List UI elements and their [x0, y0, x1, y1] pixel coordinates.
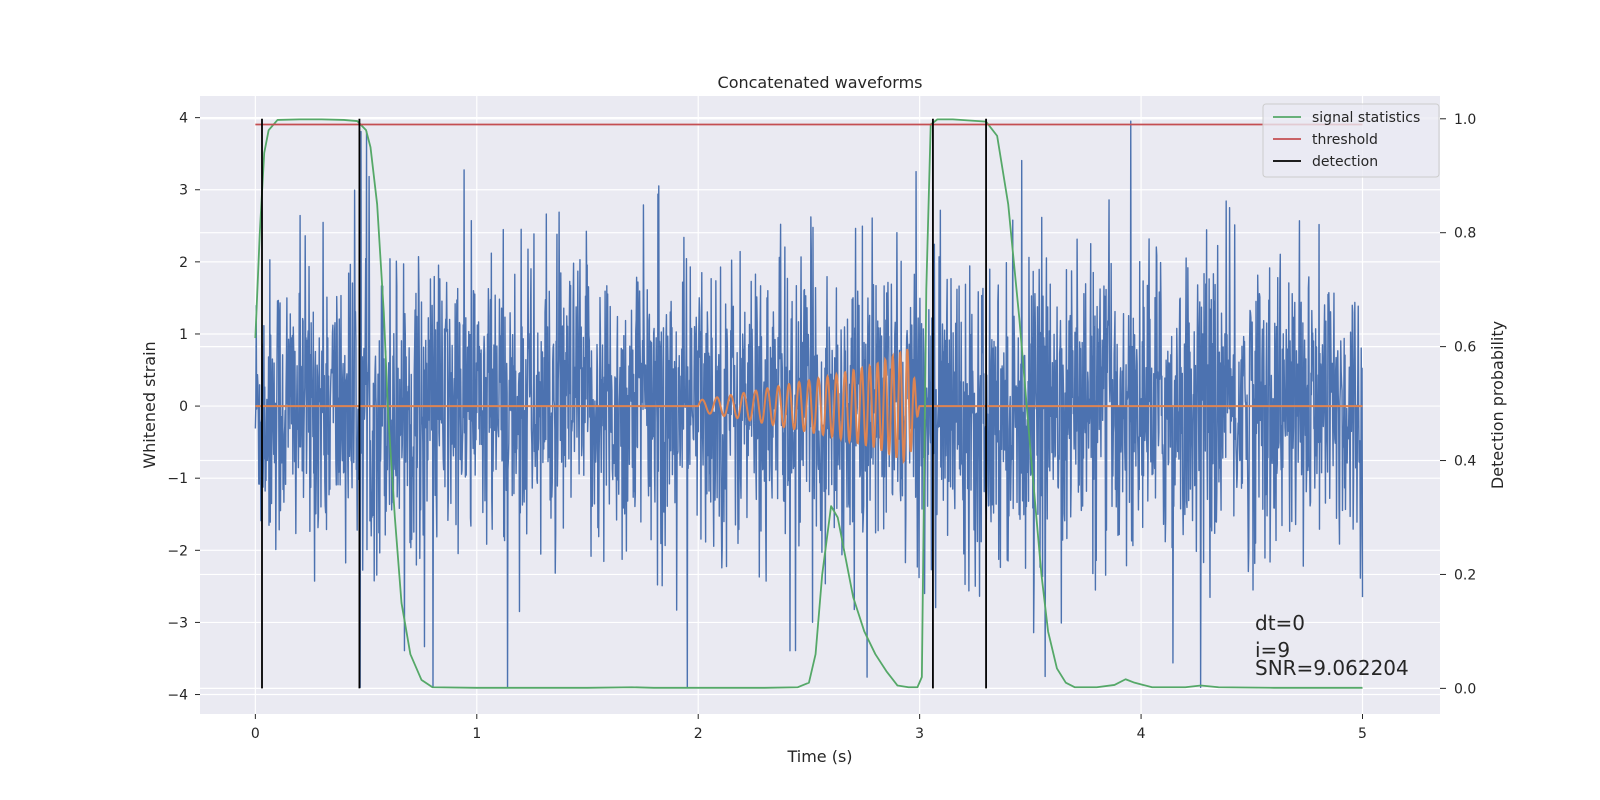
x-tick-label: 5	[1358, 726, 1367, 742]
signal-statistics-series	[254, 118, 1363, 689]
y-axis-ticks: 4 3 2 1 0 −1 −2 −3 −4	[167, 111, 200, 704]
right-y-axis-ticks: 1.0 0.8 0.6 0.4 0.2 0.0	[1440, 112, 1476, 697]
annotation-index: i=9	[1255, 638, 1290, 662]
y-tick-label: 0	[179, 399, 188, 415]
legend: signal statistics threshold detection	[1262, 103, 1440, 178]
y2-tick-label: 0.6	[1454, 340, 1476, 356]
x-tick-label: 1	[472, 726, 481, 742]
y-tick-label: −1	[167, 471, 188, 487]
x-tick-label: 2	[694, 726, 703, 742]
annotation-dt: dt=0	[1255, 611, 1305, 635]
y2-tick-label: 1.0	[1454, 112, 1476, 128]
detection-series	[261, 118, 987, 689]
y-tick-label: 4	[179, 111, 188, 127]
injected-signal-line	[255, 348, 1363, 465]
x-tick-label: 3	[915, 726, 924, 742]
y-tick-label: −2	[167, 543, 188, 559]
y2-tick-label: 0.0	[1454, 681, 1476, 697]
legend-box	[1262, 103, 1440, 178]
x-axis-label: Time (s)	[786, 747, 852, 766]
legend-label-detection: detection	[1312, 154, 1378, 170]
signal-statistics-line	[254, 118, 1363, 689]
legend-label-signal-statistics: signal statistics	[1312, 110, 1420, 126]
y-tick-label: −4	[167, 688, 188, 704]
x-tick-label: 4	[1137, 726, 1146, 742]
y2-tick-label: 0.2	[1454, 567, 1476, 583]
chart-title: Concatenated waveforms	[718, 73, 923, 92]
legend-label-threshold: threshold	[1312, 132, 1378, 148]
y2-tick-label: 0.8	[1454, 226, 1476, 242]
y-tick-label: −3	[167, 615, 188, 631]
y-axis-label: Whitened strain	[140, 341, 159, 468]
x-axis-ticks: 0 1 2 3 4 5	[251, 714, 1367, 742]
y-tick-label: 1	[179, 327, 188, 343]
y2-tick-label: 0.4	[1454, 454, 1476, 470]
x-tick-label: 0	[251, 726, 260, 742]
noise-line	[254, 120, 1364, 689]
right-y-axis-label: Detection probability	[1488, 321, 1507, 489]
y-tick-label: 3	[179, 183, 188, 199]
plot-area	[254, 118, 1364, 689]
y-tick-label: 2	[179, 255, 188, 271]
injected-signal-series	[255, 348, 1363, 465]
noise-series	[254, 120, 1364, 689]
annotation-snr: SNR=9.062204	[1255, 656, 1409, 680]
